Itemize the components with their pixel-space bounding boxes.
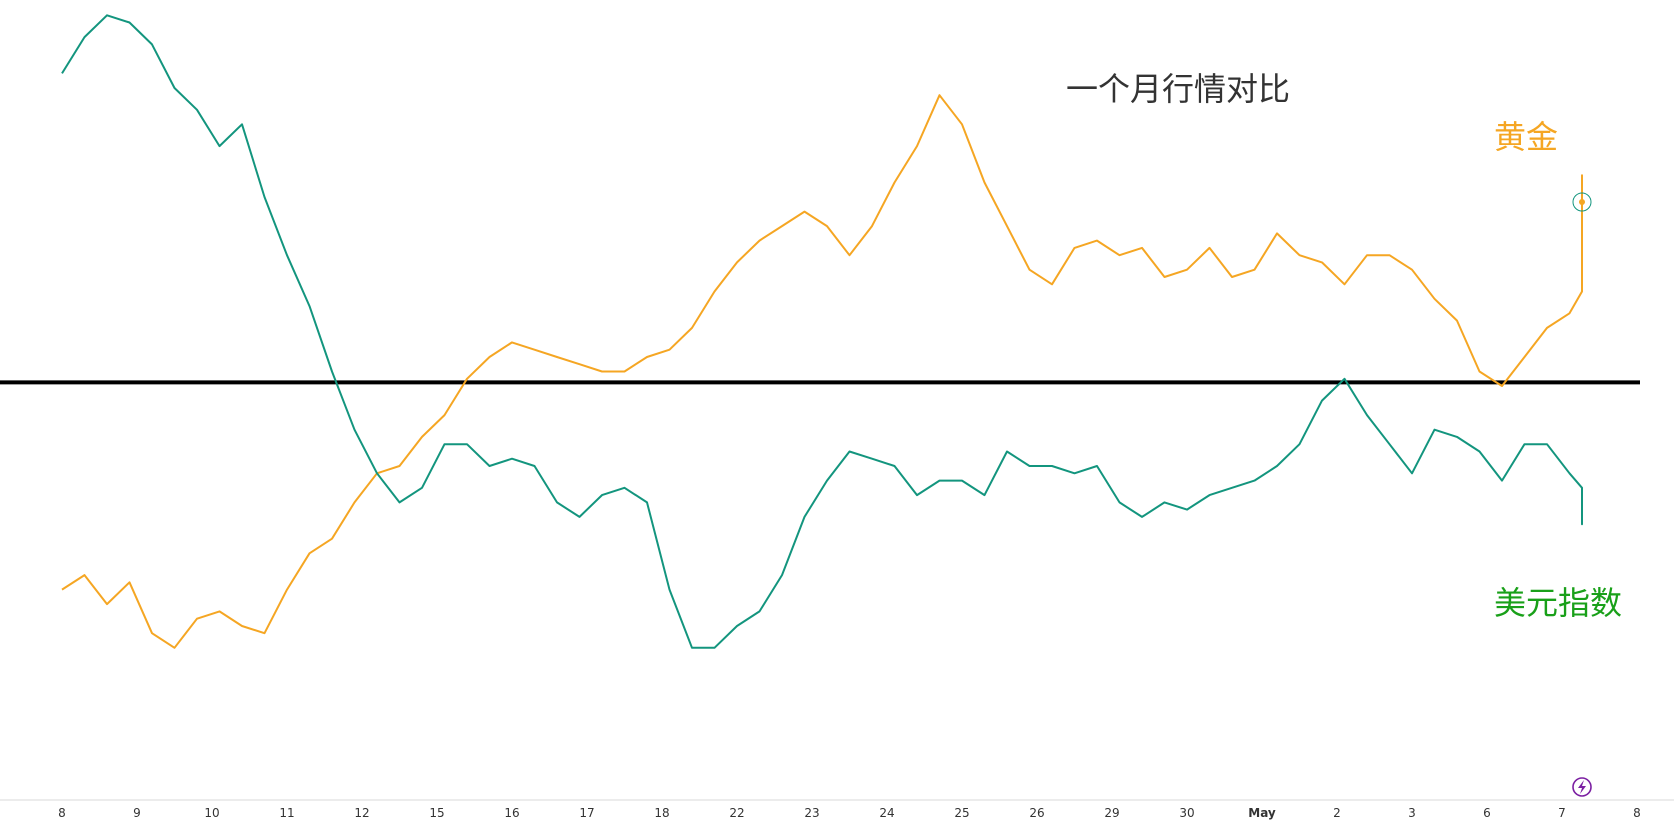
lightning-icon[interactable] (1572, 777, 1592, 797)
x-tick-label: 18 (654, 806, 669, 820)
x-tick-label: 22 (729, 806, 744, 820)
x-tick-label: 11 (279, 806, 294, 820)
series-label-gold: 黄金 (1494, 118, 1559, 156)
x-tick-label: 23 (804, 806, 819, 820)
x-axis: 8 9 10 11 12 15 16 17 18 22 23 24 25 26 29 30 May 2 3 6 7 8 (0, 799, 1674, 820)
x-tick-label: 7 (1558, 806, 1566, 820)
last-price-marker-ring[interactable] (1572, 192, 1592, 212)
chart-title: 一个月行情对比 (1066, 70, 1291, 108)
x-tick-label: 8 (58, 806, 66, 820)
series-line-dxy[interactable] (61, 14, 1583, 649)
x-tick-label: 8 (1633, 806, 1641, 820)
x-tick-label: 16 (504, 806, 519, 820)
x-tick-label: 10 (204, 806, 219, 820)
x-tick-label: 24 (879, 806, 894, 820)
x-tick-label: May (1248, 806, 1276, 820)
x-tick-label: 2 (1333, 806, 1341, 820)
x-tick-label: 17 (579, 806, 594, 820)
series-label-dxy: 美元指数 (1494, 584, 1623, 622)
x-tick-label: 9 (133, 806, 141, 820)
series-line-gold[interactable] (61, 94, 1583, 649)
x-tick-label: 3 (1408, 806, 1416, 820)
x-tick-label: 12 (354, 806, 369, 820)
x-tick-label: 25 (954, 806, 969, 820)
x-tick-label: 6 (1483, 806, 1491, 820)
x-tick-label: 30 (1179, 806, 1194, 820)
marker-layer (1572, 192, 1592, 797)
series-layer (61, 14, 1583, 649)
x-tick-label: 29 (1104, 806, 1119, 820)
last-price-marker-dot (1579, 199, 1585, 205)
x-tick-label: 26 (1029, 806, 1044, 820)
x-tick-label: 15 (429, 806, 444, 820)
